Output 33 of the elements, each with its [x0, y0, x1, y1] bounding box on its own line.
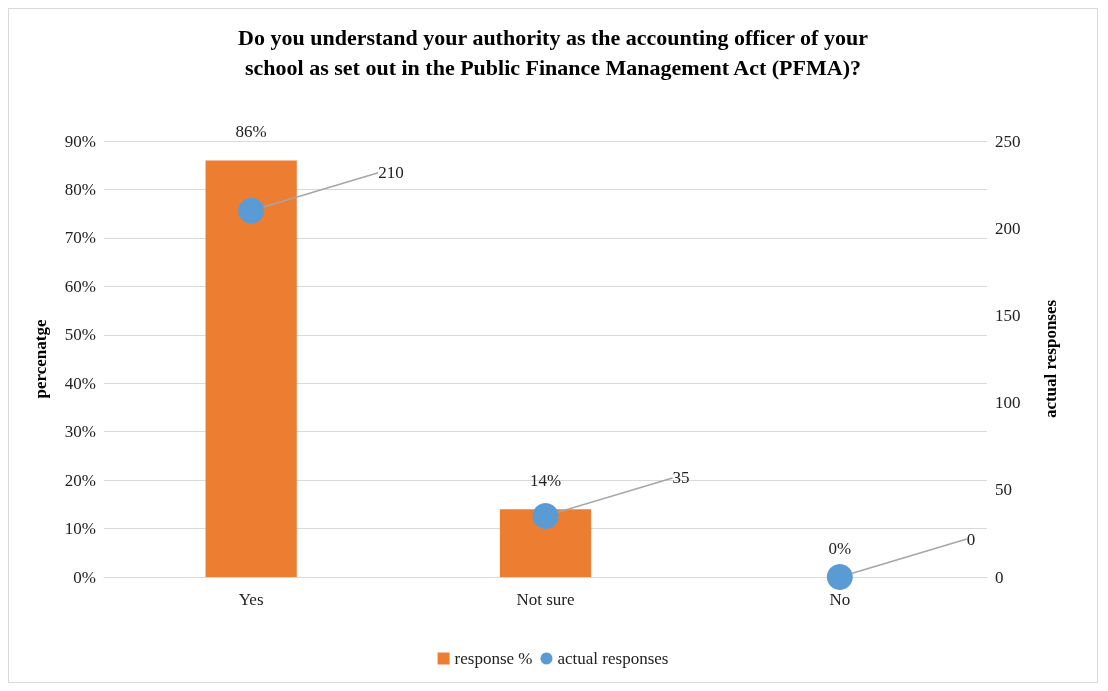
legend-label: response %	[454, 649, 533, 668]
y2-tick-label: 100	[995, 393, 1021, 413]
y2-tick-label: 50	[995, 480, 1012, 500]
point	[826, 564, 853, 590]
y2-tick-label: 250	[995, 131, 1021, 151]
x-tick-label: Not sure	[516, 590, 575, 609]
y2-axis-title: actual responses	[1041, 299, 1060, 419]
y-tick-label: 30%	[64, 422, 96, 442]
point	[238, 197, 265, 224]
data-label: 86%	[235, 122, 267, 142]
y-tick-label: 70%	[64, 228, 96, 248]
y2-tick-label: 0	[995, 567, 1004, 587]
x-tick-label: Yes	[238, 590, 264, 609]
data-label: 35	[672, 468, 690, 488]
y2-tick-label: 200	[995, 218, 1021, 238]
data-label: 210	[378, 163, 404, 183]
point	[532, 502, 559, 529]
data-label: 14%	[529, 471, 562, 491]
y-tick-label: 0%	[73, 567, 96, 587]
data-label: 0%	[828, 539, 852, 558]
x-tick-label: No	[829, 590, 851, 609]
y-tick-label: 90%	[64, 131, 96, 151]
y-tick-label: 10%	[64, 519, 96, 539]
y-tick-label: 40%	[64, 373, 96, 393]
y2-tick-label: 150	[995, 305, 1021, 325]
y-tick-label: 60%	[64, 276, 96, 296]
chart-title: Do you understand your authority as the accounting officer of your school as set out in the Public Finance Management Act (PFMA)?	[238, 24, 869, 80]
legend-label: actual responses	[557, 649, 669, 668]
y-tick-label: 20%	[64, 470, 96, 490]
y-tick-label: 50%	[64, 325, 96, 345]
y-axis-title: percenatge	[31, 319, 50, 399]
y-tick-label: 80%	[64, 179, 96, 199]
data-label: 0	[966, 529, 976, 549]
